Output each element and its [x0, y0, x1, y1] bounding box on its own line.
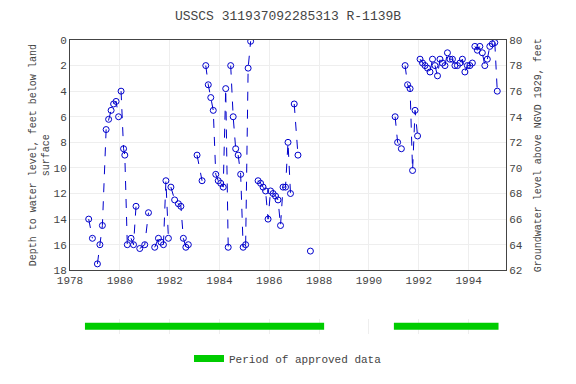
svg-text:72: 72 — [509, 137, 522, 149]
svg-text:18: 18 — [54, 265, 67, 277]
svg-text:62: 62 — [509, 265, 522, 277]
svg-text:2: 2 — [60, 60, 67, 72]
svg-text:1980: 1980 — [107, 275, 133, 287]
svg-text:66: 66 — [509, 214, 522, 226]
svg-text:74: 74 — [509, 112, 523, 124]
svg-text:64: 64 — [509, 240, 523, 252]
svg-text:0: 0 — [60, 35, 67, 47]
svg-text:Depth to water level, feet bel: Depth to water level, feet below landsur… — [28, 44, 52, 266]
svg-text:70: 70 — [509, 163, 522, 175]
svg-text:6: 6 — [60, 112, 67, 124]
svg-text:76: 76 — [509, 86, 522, 98]
svg-text:1992: 1992 — [406, 275, 432, 287]
svg-text:1982: 1982 — [156, 275, 182, 287]
svg-text:12: 12 — [54, 188, 67, 200]
svg-text:78: 78 — [509, 60, 522, 72]
svg-text:Groundwater level above NGVD 1: Groundwater level above NGVD 1929, feet — [533, 38, 544, 272]
svg-text:8: 8 — [60, 137, 67, 149]
svg-text:10: 10 — [54, 163, 67, 175]
svg-text:68: 68 — [509, 188, 522, 200]
svg-text:16: 16 — [54, 240, 67, 252]
svg-text:14: 14 — [54, 214, 68, 226]
svg-text:80: 80 — [509, 35, 522, 47]
svg-text:1994: 1994 — [455, 275, 482, 287]
svg-text:4: 4 — [60, 86, 67, 98]
svg-text:Period of approved data: Period of approved data — [229, 354, 381, 366]
svg-text:1978: 1978 — [57, 275, 83, 287]
svg-text:1990: 1990 — [356, 275, 382, 287]
svg-text:USSCS 311937092285313 R-1139B: USSCS 311937092285313 R-1139B — [175, 9, 401, 24]
svg-text:1984: 1984 — [206, 275, 233, 287]
svg-text:1988: 1988 — [306, 275, 332, 287]
svg-text:1986: 1986 — [256, 275, 282, 287]
